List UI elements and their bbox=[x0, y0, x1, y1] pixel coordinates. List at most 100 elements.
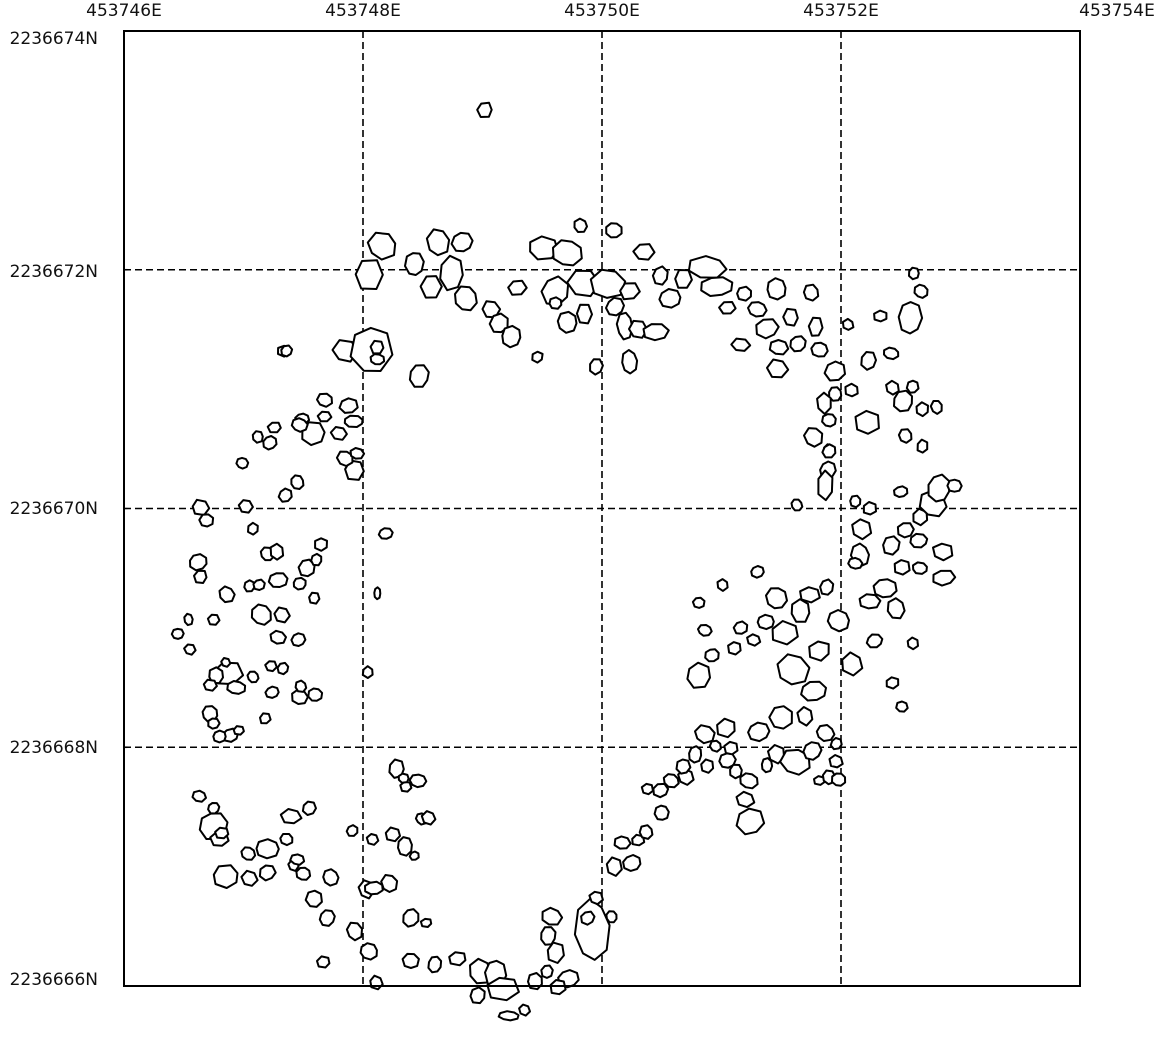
stone bbox=[854, 409, 880, 435]
stone bbox=[264, 685, 280, 699]
stone bbox=[688, 745, 703, 764]
stone bbox=[589, 358, 604, 376]
stone bbox=[573, 217, 588, 233]
stone bbox=[246, 670, 260, 684]
stone bbox=[279, 808, 303, 825]
stone bbox=[349, 447, 366, 460]
stone bbox=[214, 826, 230, 840]
stone bbox=[760, 757, 774, 774]
stone bbox=[402, 908, 420, 928]
stone bbox=[735, 790, 756, 809]
stone bbox=[518, 1003, 531, 1017]
stone bbox=[343, 414, 364, 428]
stone bbox=[359, 942, 378, 961]
stone bbox=[251, 430, 264, 444]
stone bbox=[766, 277, 787, 301]
stone bbox=[531, 350, 544, 364]
stone bbox=[575, 303, 593, 325]
stone bbox=[258, 864, 277, 882]
stone bbox=[815, 724, 836, 742]
stone bbox=[369, 974, 384, 991]
stone bbox=[862, 501, 877, 516]
stone bbox=[929, 400, 943, 415]
stone bbox=[316, 955, 331, 969]
stone bbox=[580, 910, 596, 926]
stone bbox=[675, 758, 692, 775]
stone bbox=[369, 353, 386, 366]
stone bbox=[252, 578, 266, 591]
map-frame bbox=[123, 30, 1081, 987]
stone bbox=[295, 866, 312, 881]
stone bbox=[549, 979, 567, 996]
stone bbox=[817, 469, 834, 502]
stone bbox=[292, 576, 307, 591]
stone bbox=[290, 417, 309, 433]
stone bbox=[622, 854, 642, 872]
stone bbox=[897, 428, 913, 444]
stone bbox=[318, 909, 336, 927]
stone bbox=[651, 265, 669, 286]
stone bbox=[816, 391, 832, 415]
y-tick-label: 2236668N bbox=[10, 738, 98, 758]
stone bbox=[262, 435, 278, 451]
stone bbox=[240, 846, 257, 861]
stone bbox=[897, 301, 924, 335]
y-tick-label: 2236666N bbox=[10, 970, 98, 990]
stone bbox=[790, 598, 811, 623]
stone bbox=[364, 880, 384, 896]
stone bbox=[255, 838, 280, 860]
stone bbox=[686, 661, 711, 689]
stone bbox=[588, 890, 604, 906]
stone bbox=[450, 231, 474, 253]
stone bbox=[755, 318, 780, 340]
stone bbox=[469, 986, 486, 1005]
stone bbox=[638, 824, 654, 840]
stone bbox=[488, 312, 509, 334]
stone bbox=[183, 612, 194, 627]
stone bbox=[893, 485, 909, 498]
stone bbox=[807, 316, 824, 337]
stone bbox=[408, 850, 420, 861]
stone bbox=[497, 1010, 520, 1022]
stone bbox=[735, 807, 766, 836]
stone bbox=[250, 603, 272, 626]
stone bbox=[541, 906, 564, 926]
stone bbox=[408, 773, 428, 789]
stone bbox=[687, 255, 728, 279]
stone bbox=[800, 680, 827, 702]
stone bbox=[640, 782, 654, 796]
stone bbox=[885, 379, 900, 396]
stone bbox=[439, 254, 464, 292]
stone bbox=[454, 285, 478, 312]
y-tick-label: 2236670N bbox=[10, 499, 98, 519]
stone bbox=[191, 789, 207, 803]
stone bbox=[803, 427, 824, 448]
stone bbox=[691, 596, 706, 609]
stone bbox=[799, 586, 821, 604]
stone bbox=[279, 833, 294, 847]
stone bbox=[206, 613, 221, 626]
stone bbox=[322, 868, 340, 887]
stone bbox=[873, 309, 888, 323]
stone bbox=[486, 976, 520, 1002]
stone bbox=[658, 288, 682, 309]
stone bbox=[652, 782, 670, 799]
stone bbox=[297, 558, 316, 578]
stone bbox=[259, 712, 272, 725]
stone bbox=[700, 758, 715, 774]
stone bbox=[697, 624, 713, 637]
stone bbox=[345, 824, 359, 837]
stone bbox=[207, 802, 221, 815]
stone bbox=[826, 609, 850, 633]
stone bbox=[747, 301, 768, 318]
stone bbox=[893, 559, 911, 576]
stone bbox=[397, 772, 410, 784]
stone bbox=[605, 222, 623, 239]
stone bbox=[885, 676, 900, 690]
stone bbox=[893, 389, 913, 413]
stone bbox=[895, 700, 909, 713]
stone bbox=[674, 269, 693, 289]
stone bbox=[240, 869, 259, 887]
stone bbox=[404, 252, 425, 276]
stone bbox=[716, 578, 729, 592]
